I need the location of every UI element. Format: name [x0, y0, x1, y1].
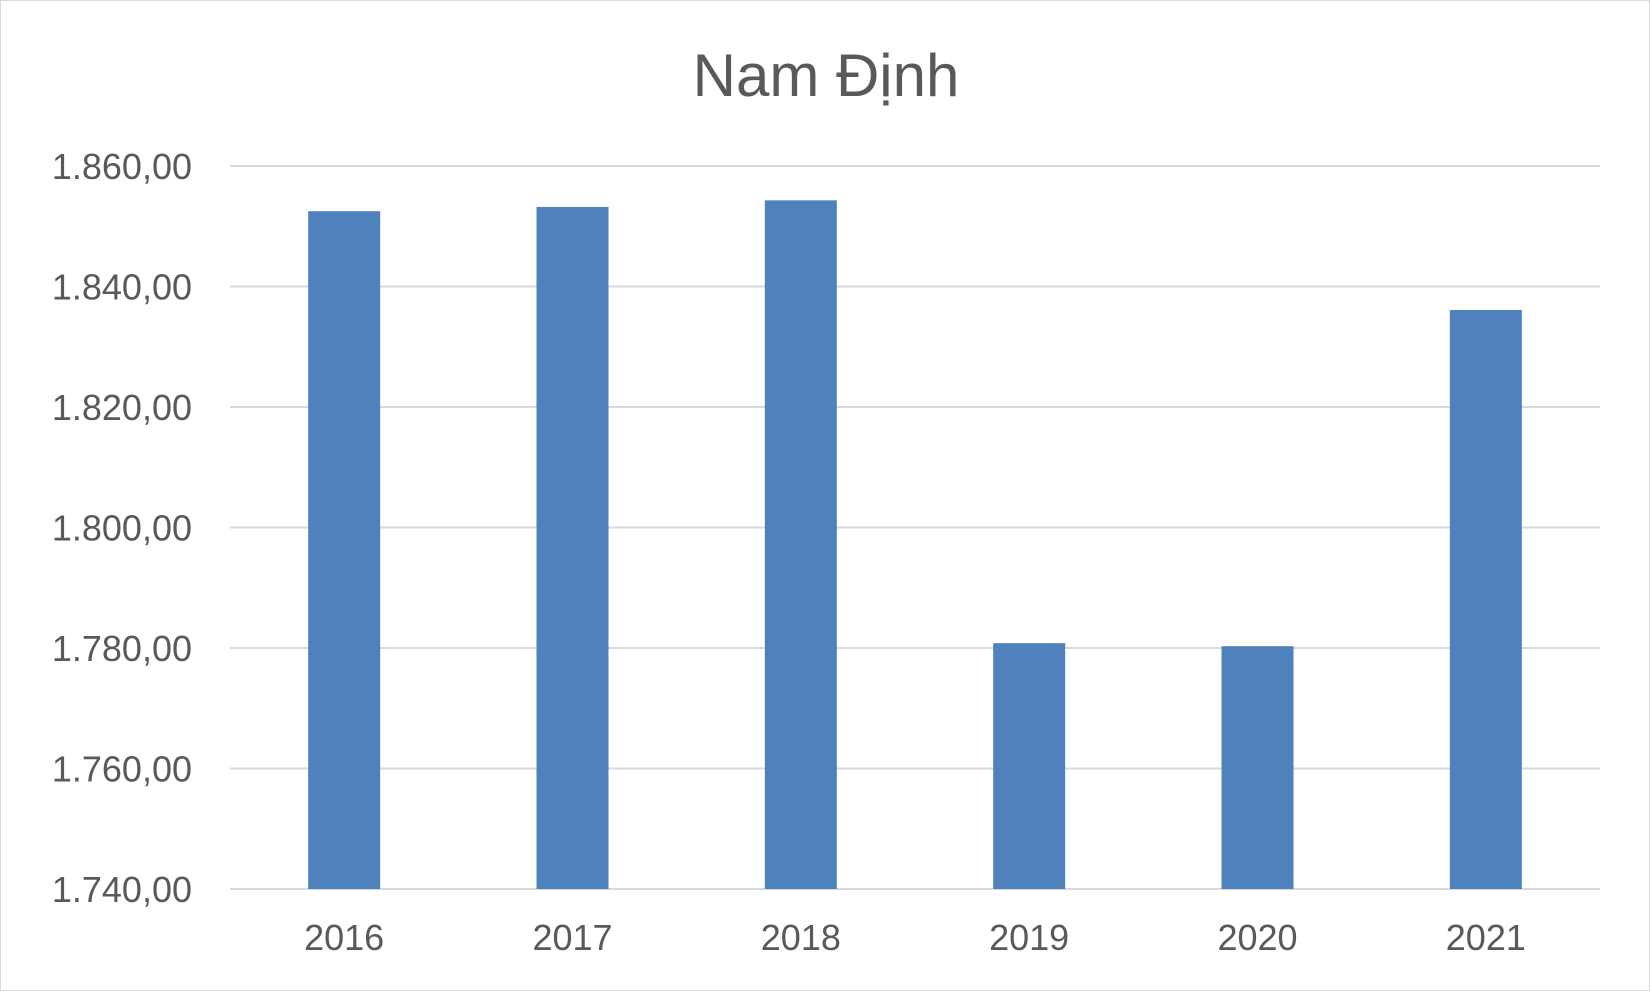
- y-tick-label: 1.840,00: [52, 267, 192, 308]
- x-axis: 2016 2017 2018 2019 2020 2021: [304, 917, 1526, 958]
- bar-2020: [1221, 646, 1294, 889]
- bars: [308, 200, 1522, 890]
- x-tick-label: 2021: [1446, 917, 1526, 958]
- chart-title: Nam Định: [693, 42, 960, 109]
- x-tick-label: 2020: [1217, 917, 1297, 958]
- x-tick-label: 2018: [761, 917, 841, 958]
- y-axis: 1.740,00 1.760,00 1.780,00 1.800,00 1.820,00…: [52, 146, 192, 910]
- y-tick-label: 1.740,00: [52, 869, 192, 910]
- bar-2018: [764, 200, 837, 889]
- bar-2017: [536, 206, 609, 890]
- bar-2021: [1449, 309, 1522, 889]
- bar-2016: [308, 211, 381, 889]
- y-tick-label: 1.760,00: [52, 749, 192, 790]
- x-tick-label: 2016: [304, 917, 384, 958]
- y-tick-label: 1.800,00: [52, 508, 192, 549]
- bar-2019: [993, 643, 1066, 889]
- y-tick-label: 1.780,00: [52, 628, 192, 669]
- y-tick-label: 1.820,00: [52, 387, 192, 428]
- y-tick-label: 1.860,00: [52, 146, 192, 187]
- gridlines: [230, 165, 1600, 890]
- x-tick-label: 2019: [989, 917, 1069, 958]
- x-tick-label: 2017: [532, 917, 612, 958]
